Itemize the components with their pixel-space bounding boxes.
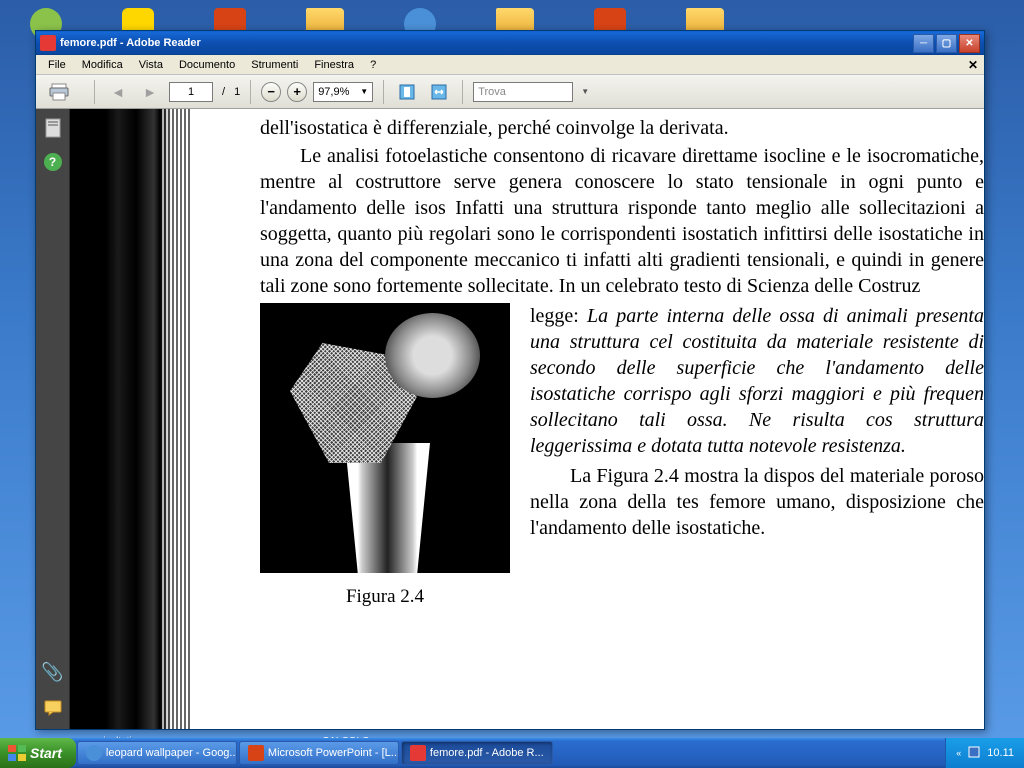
- side-panel: ? 📎: [36, 109, 70, 729]
- titlebar[interactable]: femore.pdf - Adobe Reader ─ ▢ ✕: [36, 31, 984, 55]
- figure-image: [260, 303, 510, 573]
- tray-icon[interactable]: [967, 745, 981, 762]
- menu-vista[interactable]: Vista: [131, 57, 171, 73]
- zoom-level-select[interactable]: 97,9%▼: [313, 82, 373, 102]
- app-icon: [40, 35, 56, 51]
- next-page-button[interactable]: ►: [137, 79, 163, 105]
- fit-width-button[interactable]: [426, 79, 452, 105]
- tray-expand-icon[interactable]: «: [956, 748, 961, 758]
- document-close-button[interactable]: ✕: [968, 58, 978, 72]
- attachments-button[interactable]: 📎: [42, 661, 64, 683]
- help-button[interactable]: ?: [44, 153, 62, 171]
- maximize-button[interactable]: ▢: [936, 34, 957, 53]
- adobe-reader-window: femore.pdf - Adobe Reader ─ ▢ ✕ File Mod…: [35, 30, 985, 730]
- fit-page-button[interactable]: [394, 79, 420, 105]
- prev-page-button[interactable]: ◄: [105, 79, 131, 105]
- content-area: ? 📎 dell'isostatica è differenziale, per…: [36, 109, 984, 729]
- start-button[interactable]: Start: [0, 738, 76, 768]
- text-paragraph: Le analisi fotoelastiche consentono di r…: [260, 143, 984, 299]
- menu-strumenti[interactable]: Strumenti: [243, 57, 306, 73]
- document-text: dell'isostatica è differenziale, perché …: [190, 109, 984, 729]
- pdf-page: dell'isostatica è differenziale, perché …: [70, 109, 984, 729]
- close-button[interactable]: ✕: [959, 34, 980, 53]
- minimize-button[interactable]: ─: [913, 34, 934, 53]
- document-viewport[interactable]: dell'isostatica è differenziale, perché …: [70, 109, 984, 729]
- window-title: femore.pdf - Adobe Reader: [60, 37, 201, 49]
- menu-modifica[interactable]: Modifica: [74, 57, 131, 73]
- text-line: dell'isostatica è differenziale, perché …: [260, 115, 984, 141]
- menu-documento[interactable]: Documento: [171, 57, 243, 73]
- page-separator: /: [222, 86, 225, 98]
- menubar: File Modifica Vista Documento Strumenti …: [36, 55, 984, 75]
- scan-artifact: [70, 109, 190, 729]
- print-button[interactable]: [46, 79, 72, 105]
- toolbar: ◄ ► / 1 − + 97,9%▼ Trova ▼: [36, 75, 984, 109]
- menu-help[interactable]: ?: [362, 57, 384, 73]
- system-tray[interactable]: « 10.11: [945, 738, 1024, 768]
- taskbar: Start leopard wallpaper - Goog... Micros…: [0, 738, 1024, 768]
- taskbar-item[interactable]: leopard wallpaper - Goog...: [77, 741, 237, 765]
- find-input[interactable]: Trova: [473, 82, 573, 102]
- taskbar-item[interactable]: Microsoft PowerPoint - [L...: [239, 741, 399, 765]
- clock[interactable]: 10.11: [987, 747, 1014, 759]
- pages-panel-button[interactable]: [42, 117, 64, 139]
- comments-button[interactable]: [42, 697, 64, 719]
- find-dropdown[interactable]: ▼: [581, 87, 589, 96]
- page-number-input[interactable]: [169, 82, 213, 102]
- menu-finestra[interactable]: Finestra: [306, 57, 362, 73]
- figure-caption: Figura 2.4: [260, 585, 510, 610]
- figure-text: legge: La parte interna delle ossa di an…: [530, 303, 984, 610]
- menu-file[interactable]: File: [40, 57, 74, 73]
- page-total: 1: [234, 86, 240, 98]
- taskbar-item-active[interactable]: femore.pdf - Adobe R...: [401, 741, 553, 765]
- zoom-in-button[interactable]: +: [287, 82, 307, 102]
- zoom-out-button[interactable]: −: [261, 82, 281, 102]
